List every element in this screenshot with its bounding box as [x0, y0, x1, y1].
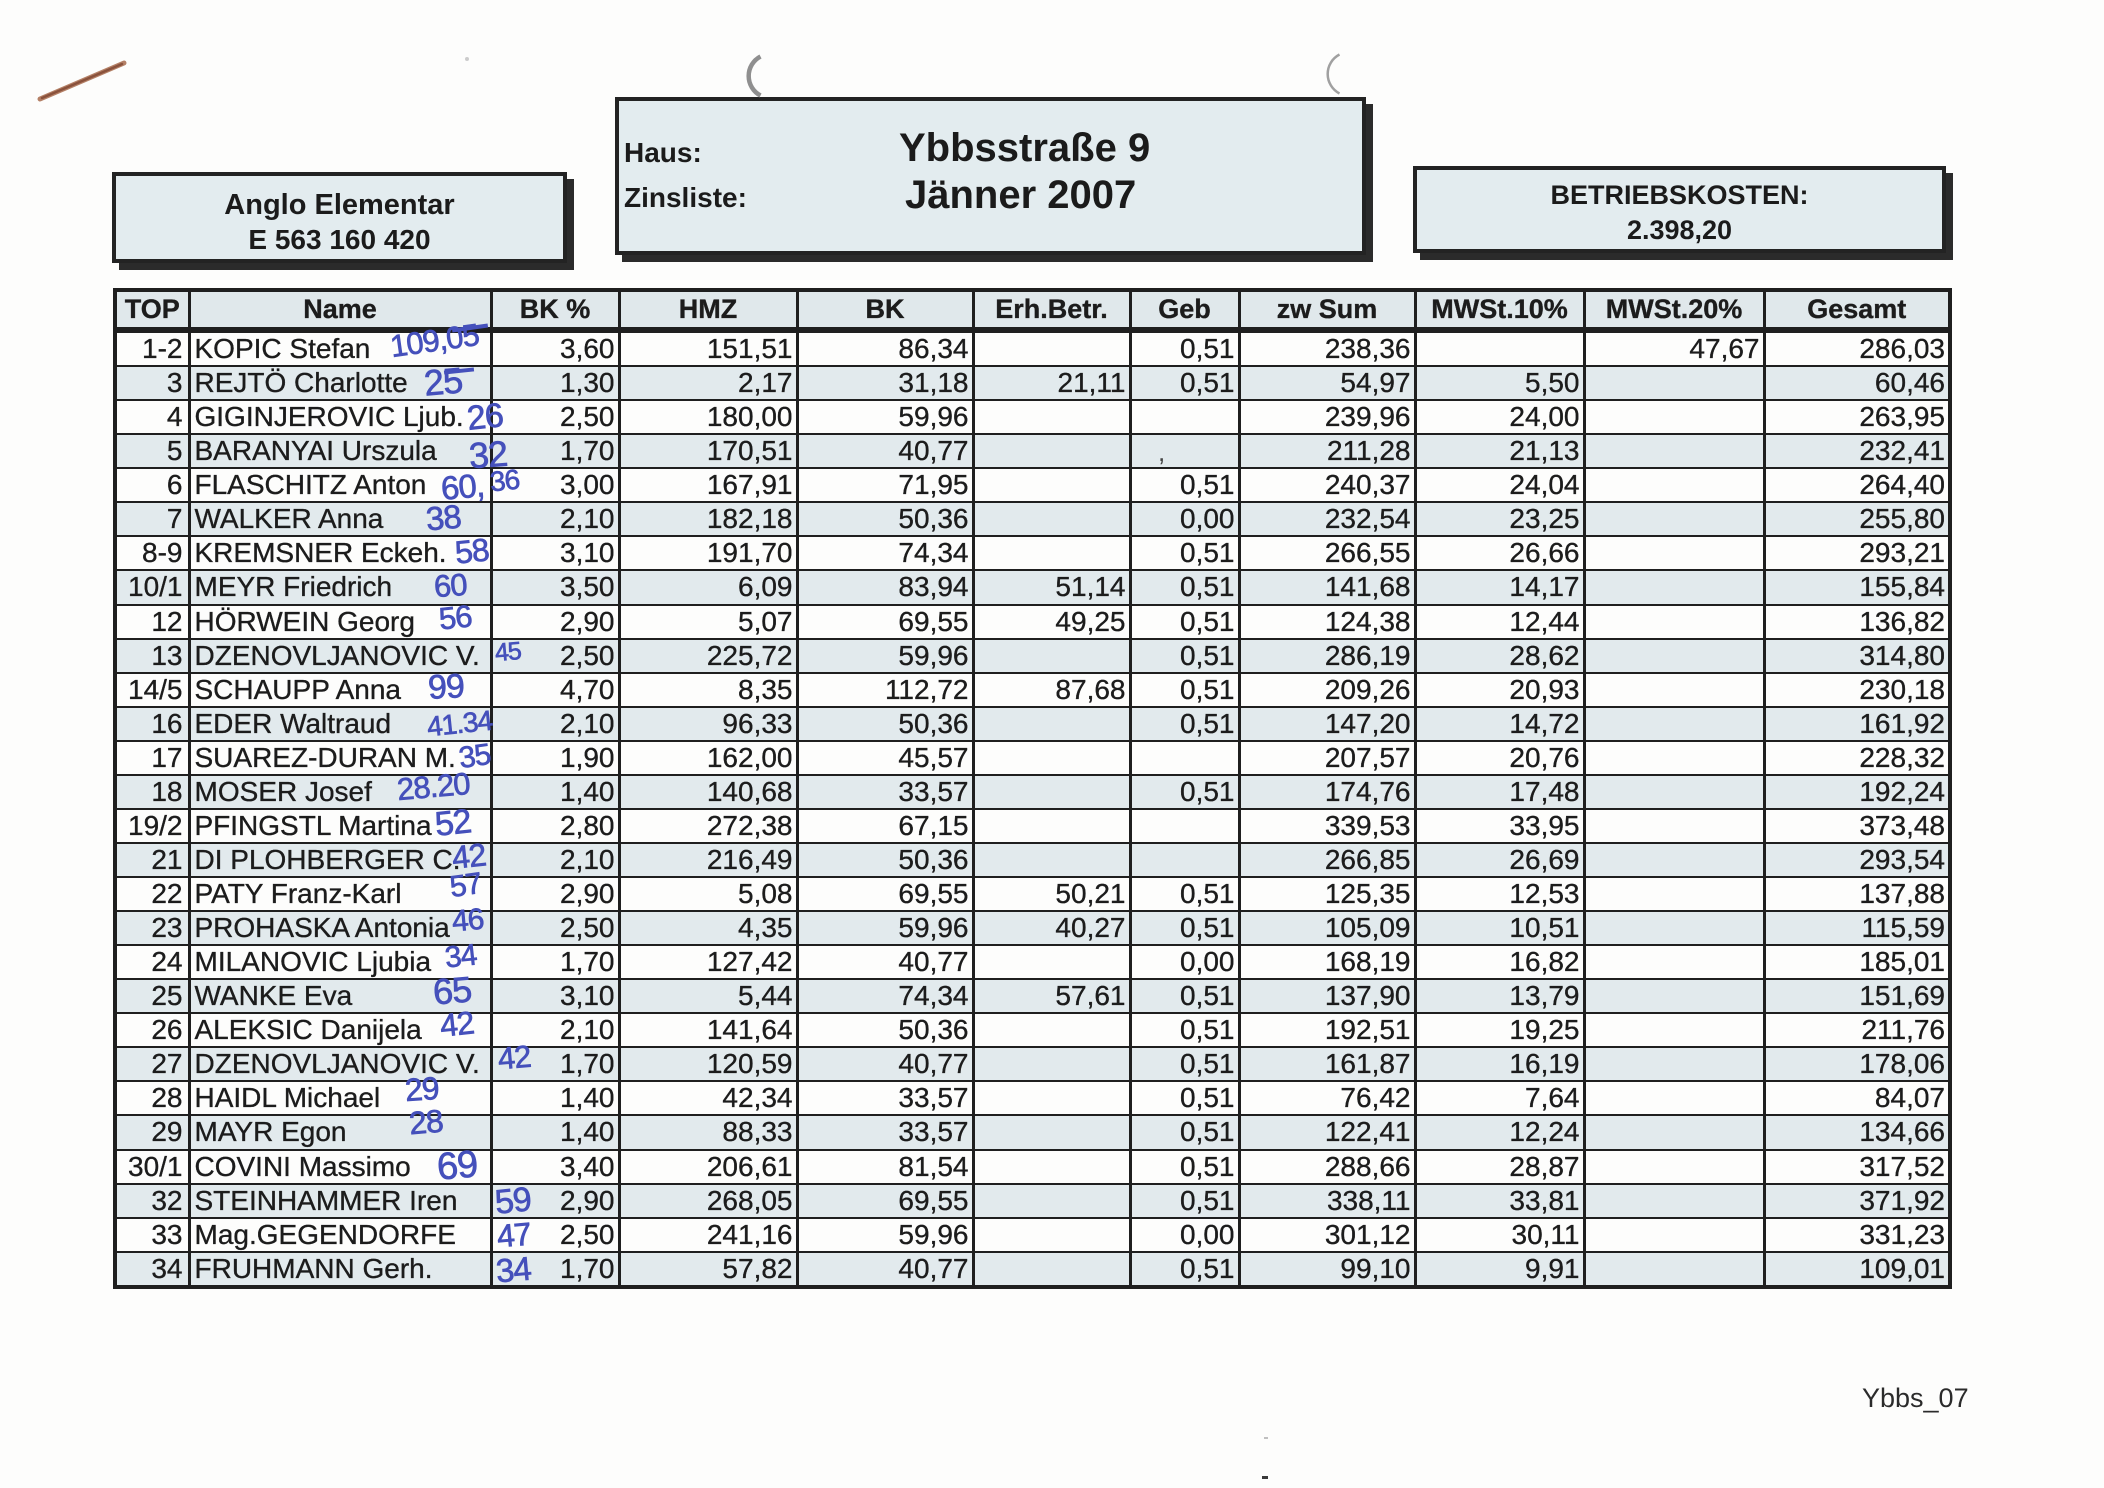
- svg-text:,: ,: [1158, 437, 1165, 467]
